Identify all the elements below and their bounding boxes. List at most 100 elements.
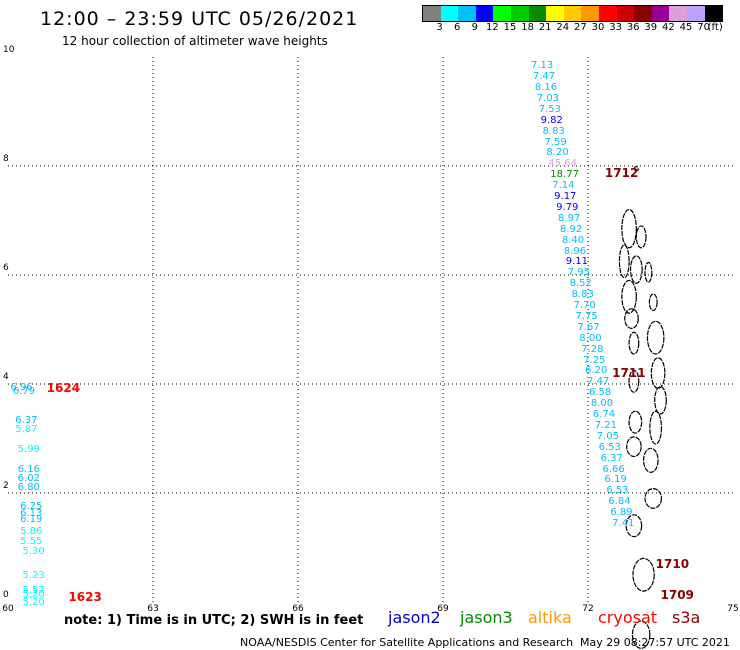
x-tick-label: 63 bbox=[147, 604, 159, 614]
wave-height-value: 9.79 bbox=[556, 201, 579, 213]
scale-label: (ft) bbox=[707, 22, 723, 33]
island-outline bbox=[654, 386, 667, 415]
island-outline bbox=[624, 308, 639, 330]
generation-timestamp: May 29 08:27:57 UTC 2021 bbox=[580, 636, 730, 649]
wave-height-value: 5.23 bbox=[22, 569, 45, 581]
scale-label: 39 bbox=[644, 22, 658, 33]
wave-height-value: 5.20 bbox=[22, 597, 45, 609]
wave-height-value: 8.97 bbox=[558, 212, 581, 224]
scale-label: 24 bbox=[556, 22, 570, 33]
island-outline bbox=[644, 261, 653, 283]
x-tick-label: 75 bbox=[727, 604, 739, 614]
wave-height-value: 45.64 bbox=[548, 158, 577, 170]
scale-swatch bbox=[669, 6, 687, 21]
color-scale-bar bbox=[422, 5, 724, 22]
wave-height-value: 6.79 bbox=[12, 385, 36, 397]
pass-time-label: 1711 bbox=[612, 366, 646, 381]
wave-height-value: 7.14 bbox=[552, 180, 575, 192]
wave-height-value: 6.20 bbox=[585, 365, 608, 377]
map-title: 12:00 – 23:59 UTC 05/26/2021 bbox=[40, 8, 359, 30]
wave-height-value: 5.99 bbox=[17, 444, 40, 456]
satellite-legend-cryosat: cryosat bbox=[598, 608, 658, 627]
wave-height-value: 9.82 bbox=[540, 114, 563, 126]
island-outline bbox=[628, 331, 640, 355]
island-outline bbox=[629, 255, 643, 284]
scale-swatch bbox=[440, 6, 459, 21]
x-tick-label: 72 bbox=[582, 604, 594, 614]
pass-time-label: 1624 bbox=[46, 381, 81, 396]
credit-footer: NOAA/NESDIS Center for Satellite Applica… bbox=[240, 636, 574, 649]
scale-swatch bbox=[686, 6, 705, 21]
wave-height-value: 6.96 bbox=[10, 381, 33, 393]
x-tick-label: 60 bbox=[2, 604, 14, 614]
wave-height-value: 6.58 bbox=[588, 387, 612, 399]
wave-height-value: 8.83 bbox=[571, 289, 594, 301]
wave-height-value: 6.37 bbox=[600, 452, 623, 464]
y-tick-label: 2 bbox=[3, 481, 9, 491]
wave-height-value: 6.19 bbox=[604, 474, 627, 486]
island-outline bbox=[618, 244, 630, 279]
island-outline bbox=[646, 320, 665, 355]
pass-time-label: 1623 bbox=[68, 589, 102, 604]
wave-height-value: 8.16 bbox=[534, 82, 558, 94]
wave-height-value: 8.20 bbox=[546, 147, 569, 159]
wave-height-value: 7.03 bbox=[536, 92, 560, 104]
wave-height-value: 7.05 bbox=[596, 430, 619, 442]
scale-label: 45 bbox=[679, 22, 693, 33]
scale-label: 3 bbox=[436, 22, 443, 33]
wave-height-value: 6.25 bbox=[20, 501, 43, 513]
scale-swatch bbox=[493, 6, 511, 21]
wave-height-value: 8.00 bbox=[579, 332, 602, 344]
scale-label: 27 bbox=[574, 22, 587, 33]
scale-swatch bbox=[423, 6, 441, 21]
wave-height-value: 8.00 bbox=[590, 398, 614, 410]
scale-label: 18 bbox=[521, 22, 534, 33]
wave-height-value: 5.87 bbox=[15, 424, 38, 436]
wave-height-value: 6.16 bbox=[17, 464, 40, 476]
scale-swatch bbox=[581, 6, 599, 21]
wave-height-value: 6.53 bbox=[598, 441, 621, 453]
wave-height-value: 6.37 bbox=[15, 414, 38, 426]
island-outline bbox=[625, 514, 643, 538]
scale-swatch bbox=[651, 6, 670, 21]
scale-swatch bbox=[510, 6, 529, 21]
scale-swatch bbox=[458, 6, 476, 21]
island-outline bbox=[621, 209, 637, 249]
wave-height-value: 7.67 bbox=[577, 321, 600, 333]
island-outline bbox=[642, 447, 659, 473]
wave-height-value: 7.47 bbox=[587, 376, 610, 388]
wave-height-value: 7.21 bbox=[594, 419, 618, 431]
wave-height-value: 6.66 bbox=[602, 463, 625, 475]
wave-height-value: 6.84 bbox=[608, 496, 631, 508]
scale-swatch bbox=[634, 6, 652, 21]
scale-swatch bbox=[598, 6, 617, 21]
scale-swatch bbox=[528, 6, 547, 21]
map-canvas bbox=[8, 57, 733, 649]
island-outline bbox=[644, 488, 663, 509]
scale-swatch bbox=[475, 6, 494, 21]
island-outline bbox=[632, 557, 655, 592]
wave-height-value: 7.95 bbox=[567, 267, 590, 279]
satellite-legend-s3a: s3a bbox=[672, 608, 701, 627]
wave-height-value: 6.13 bbox=[20, 507, 43, 519]
units-note: note: 1) Time is in UTC; 2) SWH is in fe… bbox=[64, 613, 364, 628]
scale-swatch bbox=[704, 6, 723, 21]
y-tick-label: 10 bbox=[3, 45, 15, 55]
wave-height-value: 6.19 bbox=[20, 514, 43, 526]
pass-time-label: 1712 bbox=[604, 166, 639, 181]
scale-label: 70 bbox=[697, 22, 710, 33]
wave-height-value: 8.92 bbox=[559, 223, 583, 235]
scale-label: 33 bbox=[609, 22, 622, 33]
wave-height-value: 7.41 bbox=[612, 518, 635, 530]
scale-label: 30 bbox=[591, 22, 605, 33]
wave-height-value: 6.74 bbox=[592, 409, 616, 421]
scale-swatch bbox=[546, 6, 564, 21]
wave-height-value: 7.13 bbox=[530, 60, 554, 72]
map-plot-area bbox=[8, 57, 733, 649]
wave-height-value: 8.96 bbox=[563, 245, 587, 257]
wave-height-value: 8.52 bbox=[569, 278, 592, 290]
island-outline bbox=[649, 410, 663, 445]
wave-height-value: 5.20 bbox=[22, 589, 45, 601]
scale-label: 9 bbox=[471, 22, 478, 33]
wave-height-value: 6.80 bbox=[17, 481, 40, 493]
